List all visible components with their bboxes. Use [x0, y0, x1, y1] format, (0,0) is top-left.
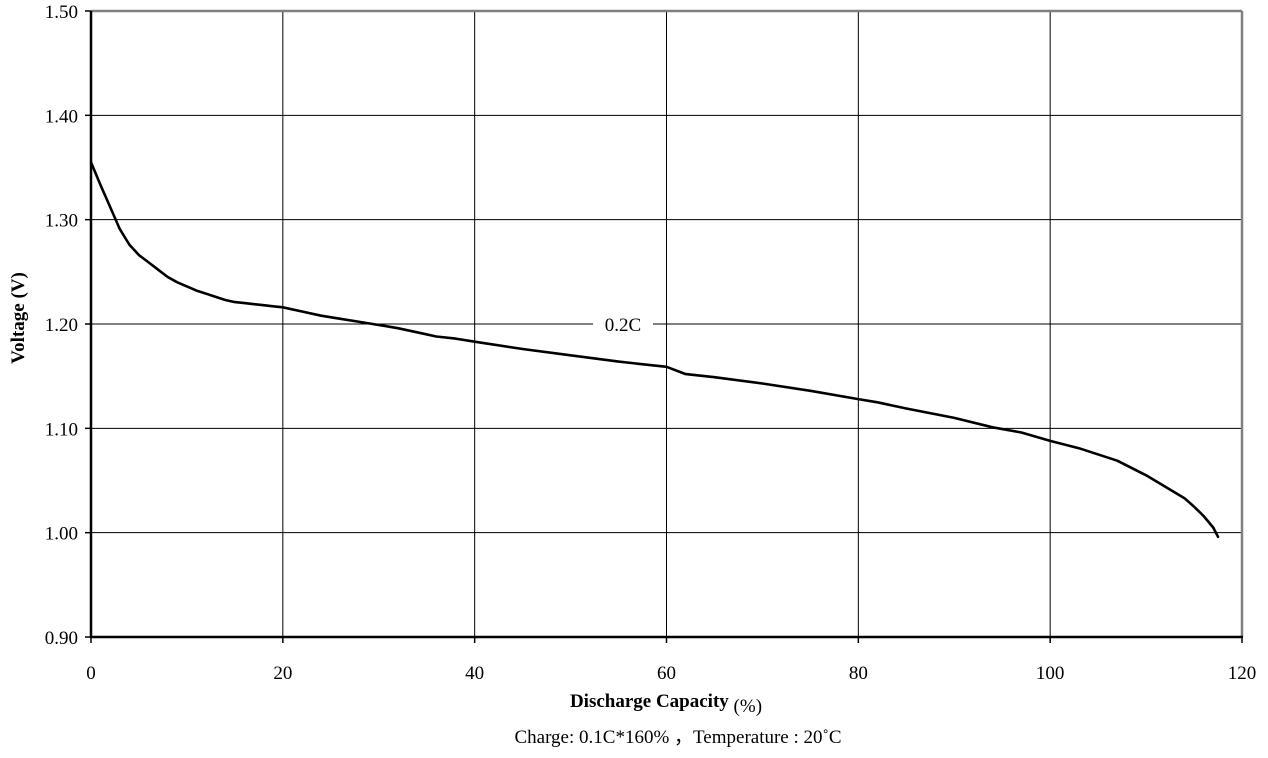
y-axis-title: Voltage (V)	[8, 272, 29, 364]
frame-layer	[85, 9, 1244, 643]
chart-footnote: Charge: 0.1C*160% ，Temperature : 20˚C	[514, 727, 841, 748]
x-tick-label: 40	[465, 663, 484, 684]
x-axis-title-text: Discharge Capacity	[570, 691, 729, 712]
series-line-0-2c	[89, 161, 1220, 539]
grid-layer	[91, 11, 1242, 637]
y-tick-label: 1.50	[45, 2, 78, 23]
x-tick-label: 20	[273, 663, 292, 684]
y-tick-label: 1.30	[45, 211, 78, 232]
x-tick-label: 100	[1036, 663, 1065, 684]
series-label-bg	[593, 310, 653, 338]
series-label: 0.2C	[605, 315, 641, 336]
y-tick-label: 1.40	[45, 106, 78, 127]
y-tick-label: 1.00	[45, 524, 78, 545]
x-tick-label: 60	[657, 663, 676, 684]
x-tick-label: 120	[1228, 663, 1257, 684]
x-axis-unit: (%)	[734, 696, 762, 717]
y-tick-label: 1.10	[45, 419, 78, 440]
series-layer	[89, 161, 1220, 539]
label-layer: 0 20 40 60 80 100 120 0.90 1.00 1.10 1.20 1.30 1.40 1…	[45, 2, 1257, 684]
x-tick-label: 0	[86, 663, 96, 684]
x-axis-title: Discharge Capacity (%)	[570, 691, 762, 717]
y-tick-label: 1.20	[45, 315, 78, 336]
y-tick-label: 0.90	[45, 628, 78, 649]
x-tick-label: 80	[849, 663, 868, 684]
